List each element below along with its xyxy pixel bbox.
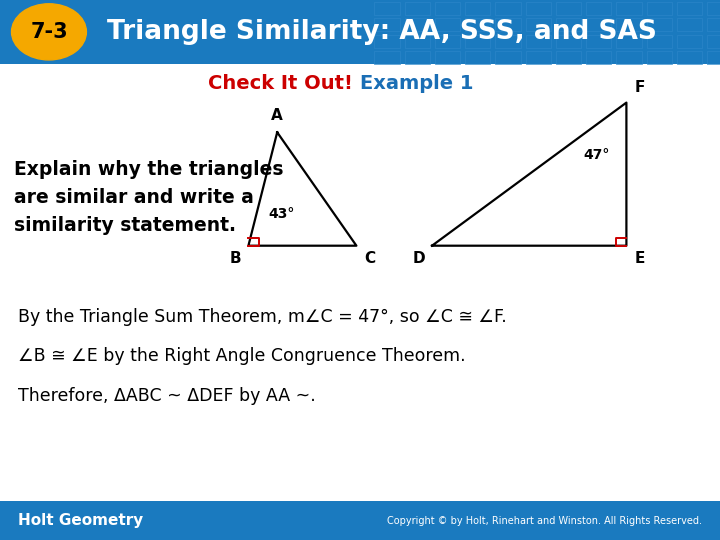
- Bar: [556, 35, 581, 48]
- Bar: [495, 35, 521, 48]
- Bar: [616, 2, 642, 15]
- Bar: [526, 35, 551, 48]
- Bar: [374, 2, 400, 15]
- Bar: [586, 51, 611, 64]
- Bar: [677, 18, 702, 31]
- Bar: [707, 18, 720, 31]
- Bar: [495, 51, 521, 64]
- Bar: [374, 51, 400, 64]
- Bar: [435, 51, 460, 64]
- Bar: [586, 18, 611, 31]
- Text: 43°: 43°: [269, 207, 295, 221]
- Bar: [374, 35, 400, 48]
- Bar: [465, 51, 490, 64]
- Bar: [465, 18, 490, 31]
- Bar: [677, 35, 702, 48]
- Text: Explain why the triangles
are similar and write a
similarity statement.: Explain why the triangles are similar an…: [14, 160, 284, 234]
- Bar: [586, 35, 611, 48]
- Bar: [435, 35, 460, 48]
- Bar: [647, 51, 672, 64]
- Text: B: B: [230, 251, 241, 266]
- Text: Copyright © by Holt, Rinehart and Winston. All Rights Reserved.: Copyright © by Holt, Rinehart and Winsto…: [387, 516, 702, 525]
- Text: D: D: [413, 251, 426, 266]
- Text: ∠B ≅ ∠E by the Right Angle Congruence Theorem.: ∠B ≅ ∠E by the Right Angle Congruence Th…: [18, 347, 466, 365]
- Bar: [556, 51, 581, 64]
- Bar: [465, 2, 490, 15]
- Text: Holt Geometry: Holt Geometry: [18, 513, 143, 528]
- Bar: [586, 2, 611, 15]
- Text: A: A: [271, 107, 283, 123]
- Text: Example 1: Example 1: [360, 74, 474, 93]
- Bar: [405, 51, 430, 64]
- Bar: [405, 35, 430, 48]
- Bar: [647, 35, 672, 48]
- Bar: [616, 18, 642, 31]
- Text: Check It Out!: Check It Out!: [208, 74, 360, 93]
- Text: 47°: 47°: [583, 148, 610, 163]
- Text: By the Triangle Sum Theorem, m∠C = 47°, so ∠C ≅ ∠F.: By the Triangle Sum Theorem, m∠C = 47°, …: [18, 308, 507, 326]
- Bar: [435, 18, 460, 31]
- Bar: [435, 2, 460, 15]
- Bar: [495, 18, 521, 31]
- Text: Therefore, ΔABC ~ ΔDEF by AA ~.: Therefore, ΔABC ~ ΔDEF by AA ~.: [18, 387, 316, 404]
- Bar: [465, 35, 490, 48]
- Text: C: C: [364, 251, 375, 266]
- Bar: [374, 18, 400, 31]
- Bar: [616, 51, 642, 64]
- Bar: [707, 2, 720, 15]
- Text: 7-3: 7-3: [30, 22, 68, 42]
- Bar: [616, 35, 642, 48]
- Bar: [495, 2, 521, 15]
- FancyBboxPatch shape: [0, 0, 720, 64]
- FancyBboxPatch shape: [0, 501, 720, 540]
- Bar: [677, 51, 702, 64]
- Bar: [405, 18, 430, 31]
- Bar: [647, 18, 672, 31]
- Bar: [556, 18, 581, 31]
- Bar: [405, 2, 430, 15]
- Text: Triangle Similarity: AA, SSS, and SAS: Triangle Similarity: AA, SSS, and SAS: [107, 19, 657, 45]
- Bar: [677, 2, 702, 15]
- Bar: [707, 51, 720, 64]
- Bar: [526, 18, 551, 31]
- Bar: [526, 51, 551, 64]
- Bar: [556, 2, 581, 15]
- Text: E: E: [634, 251, 644, 266]
- Bar: [647, 2, 672, 15]
- Bar: [707, 35, 720, 48]
- Text: F: F: [634, 80, 644, 95]
- Circle shape: [12, 4, 86, 60]
- Bar: [526, 2, 551, 15]
